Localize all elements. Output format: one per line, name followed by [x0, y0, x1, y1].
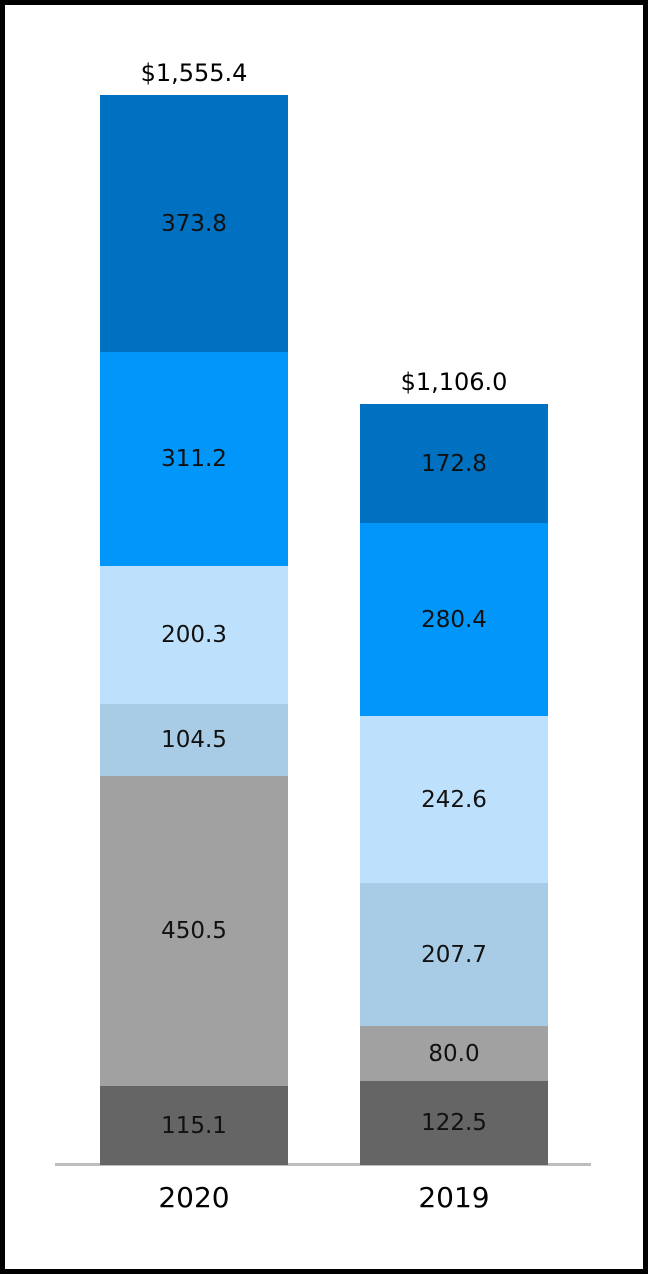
dark-gray-segment: 122.5: [360, 1081, 548, 1165]
light-blue-segment: 200.3: [100, 566, 288, 704]
bright-blue-segment: 311.2: [100, 352, 288, 566]
category-label-2020: 2020: [158, 1181, 230, 1214]
bar-total-label: $1,106.0: [400, 368, 508, 396]
segment-value-label: 104.5: [161, 727, 227, 753]
segment-value-label: 242.6: [421, 786, 487, 813]
muted-blue-segment: 104.5: [100, 704, 288, 776]
bar-2020: $1,555.4 373.8 311.2 200.3 104.5 450.5 115.1 20…: [100, 59, 288, 1214]
dark-gray-segment: 115.1: [100, 1086, 288, 1165]
category-label-2019: 2019: [418, 1181, 490, 1214]
x-axis-line: [55, 1163, 591, 1166]
segment-value-label: 280.4: [421, 606, 487, 633]
bright-blue-segment: 280.4: [360, 523, 548, 716]
segment-value-label: 122.5: [421, 1110, 487, 1136]
segment-value-label: 450.5: [161, 918, 227, 944]
segment-value-label: 172.8: [421, 450, 487, 477]
light-blue-segment: 242.6: [360, 716, 548, 883]
dark-blue-segment: 373.8: [100, 95, 288, 352]
segment-value-label: 115.1: [161, 1112, 227, 1139]
segment-value-label: 80.0: [428, 1040, 480, 1067]
bar-total-label: $1,555.4: [140, 59, 248, 87]
bar-2019: $1,106.0 172.8 280.4 242.6 207.7 80.0 122.5 201…: [360, 368, 548, 1214]
muted-blue-segment: 207.7: [360, 883, 548, 1026]
dark-blue-segment: 172.8: [360, 404, 548, 523]
segment-value-label: 311.2: [161, 446, 227, 472]
gray-segment: 450.5: [100, 776, 288, 1086]
segment-value-label: 200.3: [161, 622, 227, 648]
segment-value-label: 207.7: [421, 941, 487, 968]
segment-value-label: 373.8: [161, 210, 227, 237]
gray-segment: 80.0: [360, 1026, 548, 1081]
